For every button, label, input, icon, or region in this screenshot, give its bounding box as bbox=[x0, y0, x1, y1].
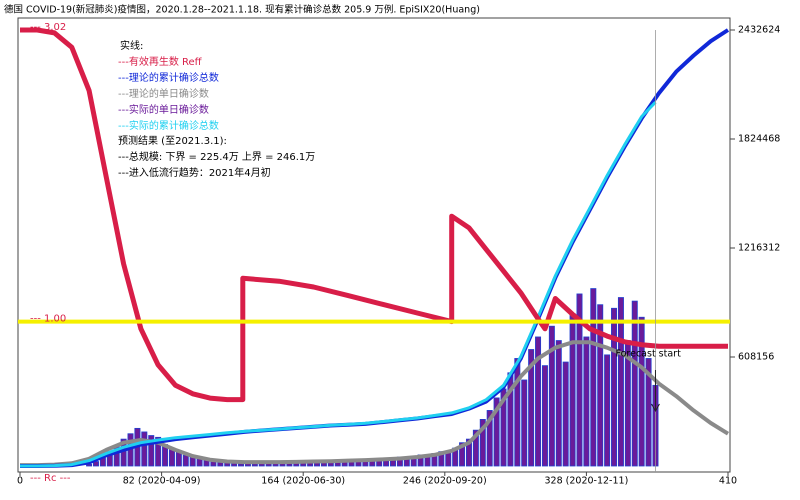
bar bbox=[465, 438, 472, 467]
bar bbox=[541, 365, 548, 467]
bar bbox=[590, 288, 597, 467]
y2-axis-label: --- Rc --- bbox=[30, 473, 71, 484]
bar bbox=[548, 325, 555, 467]
bar bbox=[486, 410, 493, 467]
y-tick-label: 608156 bbox=[738, 352, 774, 363]
legend-entry: ---实际的单日确诊数 bbox=[118, 103, 209, 116]
legend-entry: ---理论的累计确诊总数 bbox=[118, 71, 219, 84]
bar bbox=[555, 340, 562, 467]
forecast-arrow bbox=[651, 370, 660, 413]
bar bbox=[251, 463, 258, 467]
bar bbox=[238, 463, 245, 467]
bar bbox=[645, 358, 652, 467]
bar bbox=[445, 452, 452, 467]
line-series bbox=[20, 340, 730, 468]
bar bbox=[141, 431, 148, 467]
x-tick-label: 328 (2020-12-11) bbox=[545, 476, 629, 487]
bar bbox=[528, 349, 535, 467]
chart-title: 德国 COVID-19(新冠肺炎)疫情图，2020.1.28--2021.1.1… bbox=[4, 4, 480, 16]
plot-frame bbox=[17, 17, 731, 473]
legend-entry: ---实际的累计确诊总数 bbox=[118, 119, 219, 132]
x-tick-label: 82 (2020-04-09) bbox=[123, 476, 201, 487]
bar bbox=[638, 316, 645, 467]
y2-tick-label: --- 3.02 bbox=[30, 22, 66, 33]
x-tick-label: 246 (2020-09-20) bbox=[403, 476, 487, 487]
bar bbox=[155, 436, 162, 467]
bar bbox=[148, 435, 155, 467]
x-tick-label: 410 bbox=[719, 476, 737, 487]
line-series bbox=[20, 101, 657, 468]
y-tick-label: 1216312 bbox=[738, 243, 780, 254]
note: 预测结果 (至2021.3.1): bbox=[118, 134, 227, 147]
legend-entry: ---有效再生数 Reff bbox=[118, 55, 203, 68]
bar bbox=[562, 361, 569, 467]
bar bbox=[569, 313, 576, 467]
bar bbox=[617, 297, 624, 467]
bar bbox=[604, 354, 611, 467]
bar bbox=[493, 397, 500, 467]
bar bbox=[583, 336, 590, 467]
x-tick-label: 0 bbox=[17, 476, 23, 487]
y2-tick-label: --- 1.00 bbox=[30, 314, 66, 325]
y-tick-label: 2432624 bbox=[738, 25, 780, 36]
bar bbox=[514, 358, 521, 467]
line-series bbox=[20, 27, 728, 403]
x-tick-label: 164 (2020-06-30) bbox=[261, 476, 345, 487]
bar bbox=[182, 454, 189, 467]
note: ---总规模: 下界 = 225.4万 上界 = 246.1万 bbox=[118, 150, 315, 163]
bar bbox=[521, 379, 528, 467]
bar bbox=[479, 419, 486, 467]
bar bbox=[472, 429, 479, 467]
bar bbox=[459, 442, 466, 467]
marks bbox=[18, 27, 730, 468]
y-tick-label: 1824468 bbox=[738, 134, 780, 145]
legend-entry: ---理论的单日确诊数 bbox=[118, 87, 209, 100]
bar bbox=[631, 300, 638, 467]
forecast-label: Forecast start bbox=[615, 349, 681, 360]
note: ---进入低流行趋势：2021年4月初 bbox=[118, 166, 271, 179]
bar bbox=[611, 307, 618, 467]
bar bbox=[597, 304, 604, 467]
legend-title: 实线: bbox=[120, 39, 143, 52]
bar bbox=[576, 293, 583, 467]
bar bbox=[535, 336, 542, 467]
